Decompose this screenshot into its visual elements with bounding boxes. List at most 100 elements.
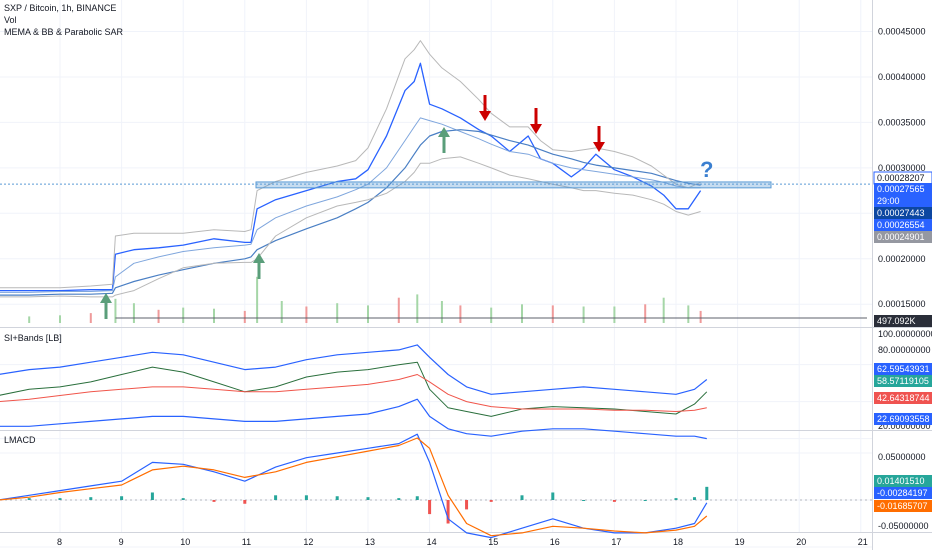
- macd-signal-line: [0, 437, 708, 537]
- rsi-tag-bg: [874, 363, 932, 375]
- macd-histogram-bar: [243, 500, 247, 504]
- slow-ema-line: [0, 129, 701, 296]
- macd-histogram-bar: [27, 498, 31, 500]
- time-tick-label: 10: [180, 537, 190, 547]
- volume-bars: [28, 276, 867, 323]
- up-arrow-head: [253, 253, 265, 263]
- rsi-lines: [0, 344, 708, 440]
- rsi-tag-bg: [874, 413, 932, 425]
- rsi-mid-line: [0, 374, 707, 412]
- volume-bar: [397, 297, 400, 323]
- up-arrow-head: [438, 127, 450, 137]
- macd-histogram-bar: [582, 500, 586, 501]
- down-arrow-head: [479, 111, 491, 121]
- volume-bar: [416, 294, 419, 323]
- time-tick-label: 11: [242, 537, 251, 547]
- support-zone: [255, 181, 772, 189]
- time-tick-label: 9: [119, 537, 124, 547]
- macd-histogram-bar: [89, 497, 93, 500]
- rsi-tag: 42.64318744: [877, 393, 930, 403]
- price-tag-bg: [874, 195, 932, 207]
- volume-bar: [305, 306, 308, 323]
- rsi-line: [0, 361, 708, 417]
- macd-tick-label: -0.05000000: [878, 521, 929, 531]
- time-tick-label: 8: [57, 537, 62, 547]
- time-tick-label: 17: [611, 537, 621, 547]
- volume-bar: [521, 304, 523, 323]
- macd-tag: -0.01685707: [877, 501, 928, 511]
- macd-histogram-bar: [335, 496, 339, 500]
- volume-bar: [459, 305, 462, 323]
- question-mark: ?: [700, 157, 713, 182]
- down-arrow-head: [593, 142, 605, 152]
- volume-bar: [213, 308, 215, 323]
- macd-histogram-bar: [674, 498, 678, 500]
- price-tag-bg: [874, 315, 932, 327]
- time-tick-label: 20: [796, 537, 806, 547]
- volume-bar: [132, 303, 135, 323]
- volume-bar: [551, 305, 554, 323]
- macd-tag: -0.00284197: [877, 488, 928, 498]
- time-tick-label: 16: [550, 537, 560, 547]
- indicator-label: MEMA & BB & Parabolic SAR: [4, 27, 124, 37]
- macd-histogram-bar: [446, 500, 450, 524]
- volume-bar: [256, 276, 259, 323]
- price-tag-bg: [874, 231, 932, 243]
- price-tag-bg: [874, 183, 932, 195]
- price-tag: 0.00027443: [877, 208, 925, 218]
- macd-lines: [0, 433, 872, 539]
- volume-bar: [114, 298, 117, 323]
- time-tick-label: 21: [858, 537, 868, 547]
- volume-bar: [613, 306, 616, 323]
- volume-bar: [336, 303, 339, 323]
- rsi-tag: 22.69093558: [877, 414, 930, 424]
- volume-bar: [367, 305, 369, 323]
- volume-bar: [582, 306, 585, 323]
- macd-tag: 0.01401510: [877, 476, 925, 486]
- volume-bar: [644, 304, 647, 323]
- volume-bar: [490, 307, 493, 323]
- price-axis: 0.00045000 0.00040000 0.00035000 0.00030000…: [873, 27, 932, 531]
- up-arrow-head: [100, 293, 112, 303]
- time-axis: 8 9 10 11 12 13 14 15 16 17 18 19 20 21: [57, 537, 868, 547]
- macd-histogram-bar: [397, 498, 401, 500]
- rsi-pane-title: SI+Bands [LB]: [4, 333, 62, 343]
- down-arrow-head: [530, 124, 542, 134]
- rsi-lower-band: [0, 398, 707, 440]
- macd-histogram-bar: [58, 498, 62, 500]
- volume-bar: [687, 305, 690, 323]
- volume-bar: [243, 310, 246, 323]
- price-tag: 0.00026554: [877, 220, 925, 230]
- macd-histogram-bar: [304, 495, 308, 500]
- time-tick-label: 13: [365, 537, 375, 547]
- price-tag: 0.00028207: [877, 173, 925, 183]
- volume-bar: [157, 309, 160, 323]
- symbol-title: SXP / Bitcoin, 1h, BINANCE: [4, 3, 117, 13]
- rsi-tag-bg: [874, 375, 932, 387]
- annotations-layer: ?: [0, 95, 872, 319]
- price-tick-label: 0.00040000: [878, 72, 926, 82]
- price-tick-label: 0.00020000: [878, 254, 926, 264]
- macd-histogram-bar: [465, 500, 469, 510]
- price-tick-label: 0.00045000: [878, 27, 926, 37]
- macd-histogram-bar: [489, 500, 493, 502]
- time-tick-label: 19: [735, 537, 745, 547]
- price-lines: [0, 40, 702, 298]
- rsi-tag-bg: [874, 392, 932, 404]
- volume-bar: [440, 301, 443, 323]
- macd-histogram-bar: [274, 495, 278, 500]
- macd-tag-bg: [874, 487, 932, 499]
- price-tag: 29:00: [877, 196, 900, 206]
- macd-histogram-bar: [520, 495, 524, 500]
- rsi-tick-label: 20.00000000: [878, 421, 931, 431]
- price-tag-bg: [874, 207, 932, 219]
- macd-histogram-bar: [212, 500, 216, 502]
- time-tick-label: 14: [427, 537, 437, 547]
- price-tick-label: 0.00015000: [878, 299, 926, 309]
- rsi-tick-label: 100.00000000: [878, 329, 932, 339]
- price-tag: 0.00024901: [877, 232, 925, 242]
- price-line: [0, 62, 702, 292]
- rsi-upper-band: [0, 344, 708, 395]
- macd-tick-label: 0.05000000: [878, 452, 926, 462]
